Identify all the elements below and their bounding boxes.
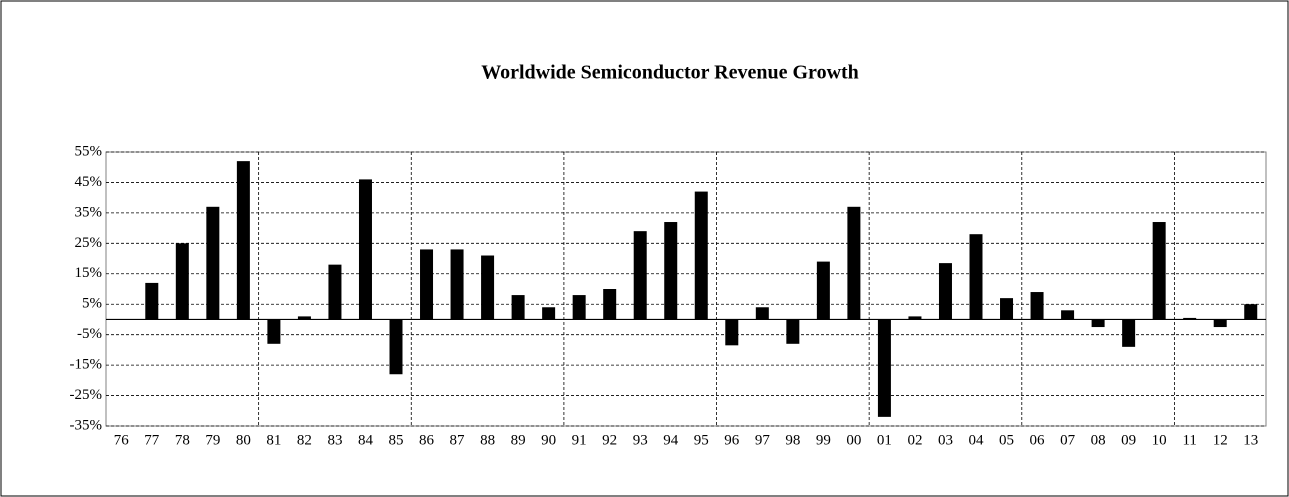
bar <box>755 307 769 320</box>
bar <box>1091 319 1105 328</box>
bar <box>297 316 311 320</box>
x-tick-label: 09 <box>1121 432 1136 448</box>
bar <box>1244 304 1258 320</box>
bar <box>542 307 556 320</box>
bar <box>664 222 678 320</box>
x-tick-label: 94 <box>663 432 679 448</box>
x-tick-label: 00 <box>846 432 861 448</box>
bar <box>694 191 708 320</box>
x-tick-label: 13 <box>1243 432 1258 448</box>
x-tick-label: 97 <box>755 432 771 448</box>
x-tick-label: 10 <box>1152 432 1167 448</box>
bar <box>206 206 220 320</box>
x-tick-label: 95 <box>694 432 709 448</box>
x-tick-label: 79 <box>205 432 220 448</box>
x-tick-label: 02 <box>907 432 922 448</box>
x-tick-label: 89 <box>511 432 526 448</box>
x-tick-label: 90 <box>541 432 556 448</box>
bar <box>511 295 525 320</box>
y-tick-label: 25% <box>75 235 103 251</box>
x-tick-label: 78 <box>175 432 190 448</box>
bar <box>1000 298 1014 320</box>
chart-title: Worldwide Semiconductor Revenue Growth <box>481 62 859 84</box>
x-tick-label: 05 <box>999 432 1014 448</box>
bar <box>725 319 739 346</box>
x-tick-label: 80 <box>236 432 251 448</box>
x-tick-label: 06 <box>1030 432 1046 448</box>
bar <box>267 319 281 344</box>
x-tick-label: 77 <box>144 432 160 448</box>
y-tick-label: 55% <box>75 143 103 159</box>
bar <box>328 264 342 320</box>
bar <box>908 316 922 320</box>
bar <box>572 295 586 320</box>
x-tick-label: 82 <box>297 432 312 448</box>
y-tick-label: -25% <box>70 387 103 403</box>
bar <box>1030 292 1044 320</box>
bar <box>847 206 861 320</box>
x-tick-label: 12 <box>1213 432 1228 448</box>
bar <box>877 319 891 417</box>
x-tick-label: 88 <box>480 432 495 448</box>
bar <box>1152 222 1166 320</box>
bar <box>938 263 952 320</box>
y-tick-label: -15% <box>70 357 103 373</box>
x-tick-label: 81 <box>266 432 281 448</box>
bar <box>816 261 830 320</box>
y-tick-label: 15% <box>75 265 103 281</box>
bar <box>389 319 403 375</box>
bar <box>1183 317 1197 320</box>
x-tick-label: 76 <box>114 432 130 448</box>
bar <box>633 231 647 320</box>
x-tick-label: 91 <box>572 432 587 448</box>
bar <box>1122 319 1136 347</box>
bar <box>1061 310 1075 320</box>
x-tick-label: 86 <box>419 432 435 448</box>
x-tick-label: 98 <box>785 432 800 448</box>
bar <box>236 161 250 320</box>
y-tick-label: -5% <box>77 326 102 342</box>
x-tick-label: 07 <box>1060 432 1076 448</box>
x-tick-label: 01 <box>877 432 892 448</box>
x-tick-label: 11 <box>1182 432 1196 448</box>
x-tick-label: 83 <box>327 432 342 448</box>
x-tick-label: 04 <box>969 432 985 448</box>
x-tick-label: 08 <box>1091 432 1106 448</box>
bar <box>786 319 800 344</box>
x-tick-label: 03 <box>938 432 953 448</box>
y-tick-label: 45% <box>75 174 103 190</box>
x-tick-label: 84 <box>358 432 374 448</box>
y-tick-label: 5% <box>82 296 102 312</box>
bar <box>358 179 372 320</box>
bar <box>450 249 464 320</box>
y-tick-label: -35% <box>70 417 103 433</box>
x-tick-label: 96 <box>724 432 740 448</box>
x-tick-label: 92 <box>602 432 617 448</box>
bar <box>420 249 434 320</box>
x-tick-label: 93 <box>633 432 648 448</box>
x-tick-label: 87 <box>450 432 466 448</box>
bar <box>969 234 983 320</box>
x-tick-label: 99 <box>816 432 831 448</box>
y-tick-label: 35% <box>75 204 103 220</box>
bar <box>1213 319 1227 328</box>
x-tick-label: 85 <box>389 432 404 448</box>
bar <box>481 255 495 320</box>
bar <box>175 243 189 320</box>
bar <box>145 282 159 320</box>
bar <box>603 289 617 320</box>
